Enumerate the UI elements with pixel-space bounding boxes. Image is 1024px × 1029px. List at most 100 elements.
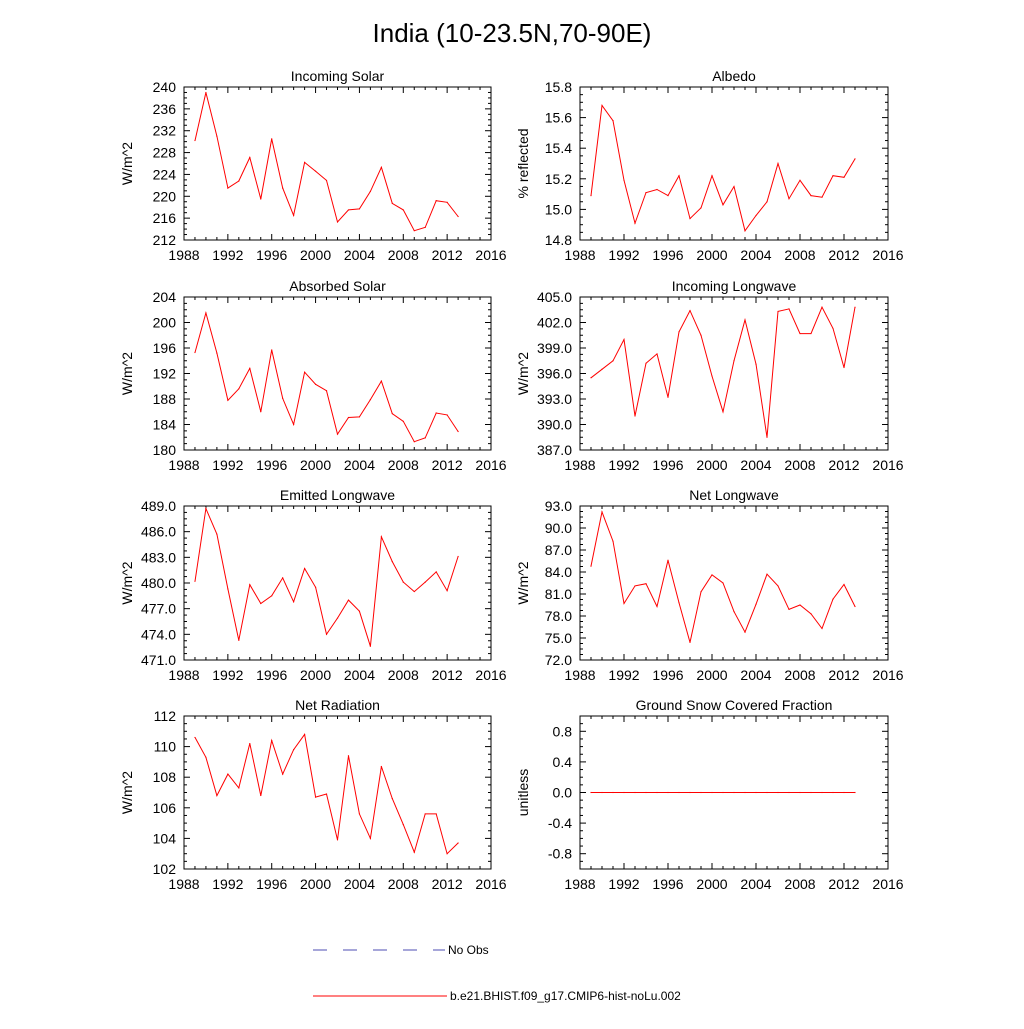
data-point [711,375,713,377]
data-point [799,791,801,794]
data-point [282,187,284,189]
data-point [766,791,768,794]
y-tick-label: 480.0 [141,575,176,591]
data-point [249,156,251,159]
data-point [689,791,691,794]
data-point [711,791,713,794]
data-point [766,436,768,438]
data-point [304,567,306,570]
y-axis-label: W/m^2 [119,352,135,395]
data-point [788,791,790,794]
x-tick-label: 1992 [608,667,639,683]
data-point [304,371,306,373]
data-point [623,791,625,794]
data-point [227,773,229,775]
data-point [678,331,680,333]
plot-frame [183,296,492,451]
y-axis-label: W/m^2 [119,142,135,185]
x-tick-label: 2008 [388,876,419,892]
y-tick-label: 112 [154,708,177,724]
data-point [678,791,680,794]
panel-title: Ground Snow Covered Fraction [636,697,833,713]
y-tick-label: 405.0 [537,289,572,305]
y-tick-label: 15.0 [545,201,572,217]
y-tick-label: 228 [153,145,177,161]
x-tick-label: 1992 [212,667,243,683]
data-point [590,791,592,794]
data-point [700,591,702,593]
y-tick-label: 106 [153,800,177,816]
data-point [832,175,834,177]
x-tick-label: 1996 [652,667,683,683]
y-tick-label: 81.0 [545,586,572,602]
data-point [700,207,702,209]
data-point [271,739,273,742]
data-point [854,306,856,308]
x-tick-label: 2000 [300,667,331,683]
data-point [755,791,757,794]
data-point [260,198,262,200]
data-point [656,791,658,794]
data-point [293,749,295,751]
data-point [755,363,757,365]
data-point [347,755,350,757]
y-tick-label: -0.8 [548,846,572,862]
data-point [325,793,328,795]
data-point [590,377,592,379]
x-tick-label: 2016 [872,457,903,473]
data-point [336,839,339,841]
x-tick-label: 2004 [344,247,375,263]
x-tick-label: 2016 [872,876,903,892]
data-point [325,390,328,392]
data-point [205,91,207,94]
data-point [380,765,382,768]
y-tick-label: 90.0 [545,520,572,536]
data-point [446,201,448,203]
panel-incoming-longwave: Incoming Longwave W/m^2 1988 1992 1996 2000 20… [515,278,904,473]
data-point [293,214,295,217]
y-tick-label: 72.0 [545,652,572,668]
data-point [832,791,834,794]
panel-title: Net Radiation [295,697,380,713]
data-point [358,610,361,612]
x-tick-label: 1996 [256,876,287,892]
x-tick-label: 2004 [740,876,771,892]
y-tick-label: 216 [153,210,177,226]
data-point [755,603,757,605]
data-point [369,190,371,192]
y-tick-label: 402.0 [537,315,572,331]
x-tick-label: 1996 [652,457,683,473]
data-point [634,222,636,224]
x-tick-label: 1988 [564,876,595,892]
panel-ground-snow-covered-fraction: Ground Snow Covered Fraction unitless 1988… [515,697,904,892]
y-tick-label: 396.0 [537,366,572,382]
data-point [601,791,603,794]
panel-title: Net Longwave [689,487,779,503]
data-point [205,312,207,314]
data-point [369,645,371,647]
y-tick-label: 15.4 [545,140,572,156]
x-tick-label: 1988 [168,457,199,473]
data-point [347,416,350,419]
data-point [227,399,229,401]
data-point [216,533,218,535]
y-axis-label: W/m^2 [515,352,531,395]
legend-label: No Obs [448,943,489,957]
data-point [369,399,371,401]
x-tick-label: 2004 [344,667,375,683]
data-point [667,791,669,794]
data-point [799,179,801,181]
data-point [238,787,240,789]
data-point [457,215,459,218]
y-tick-label: 489.0 [141,498,176,514]
data-point [612,540,614,542]
data-point [435,200,437,202]
data-point [238,388,240,390]
data-point [205,507,207,510]
data-point [380,536,382,538]
x-tick-label: 2016 [475,667,506,683]
y-tick-label: 104 [153,830,177,846]
data-point [601,511,603,513]
plot-frame [579,505,889,661]
x-tick-label: 1988 [168,667,199,683]
